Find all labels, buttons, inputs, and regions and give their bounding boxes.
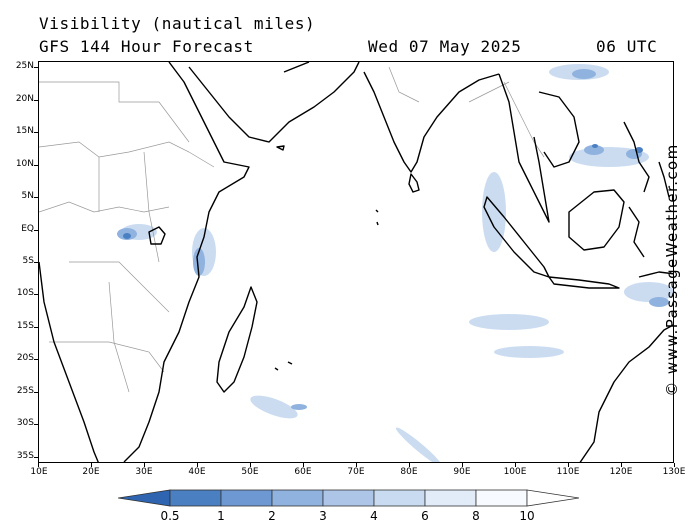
visibility-colorbar — [118, 489, 580, 507]
lon-label-30e: 30E — [135, 467, 153, 477]
lon-label-10e: 10E — [30, 467, 48, 477]
lon-tick — [197, 463, 198, 467]
lon-tick — [409, 463, 410, 467]
lat-label-10s: 10S — [16, 288, 34, 299]
lat-label-10n: 10N — [15, 158, 34, 169]
lat-label-eq: EQ — [21, 223, 34, 234]
colorbar-segment — [220, 489, 273, 507]
lon-label-100e: 100E — [503, 467, 527, 477]
lat-tick — [34, 294, 38, 296]
lon-tick — [303, 463, 304, 467]
lon-label-110e: 110E — [556, 467, 580, 477]
lon-tick — [515, 463, 516, 467]
lat-label-5s: 5S — [22, 256, 34, 266]
lat-tick — [34, 456, 38, 458]
colorbar-low-arrow — [118, 489, 171, 507]
colorbar-segment — [475, 489, 528, 507]
lat-label-25n: 25N — [15, 61, 34, 72]
lon-label-130e: 130E — [662, 467, 686, 477]
lat-tick — [34, 229, 38, 231]
country-borders — [39, 66, 545, 393]
lat-tick — [34, 164, 38, 166]
lon-label-80e: 80E — [400, 467, 418, 477]
lat-label-15s: 15S — [16, 320, 34, 331]
lon-label-60e: 60E — [294, 467, 312, 477]
lat-tick — [34, 132, 38, 134]
lat-tick — [34, 326, 38, 328]
colorbar-high-arrow — [526, 489, 580, 507]
colorbar-segment — [424, 489, 477, 507]
lat-tick — [34, 391, 38, 393]
lon-label-50e: 50E — [241, 467, 259, 477]
lat-tick — [34, 359, 38, 361]
colorbar-label: 0.5 — [160, 509, 180, 523]
lat-label-30s: 30S — [16, 418, 34, 429]
lon-label-90e: 90E — [453, 467, 471, 477]
lon-tick — [38, 463, 39, 467]
lon-tick — [91, 463, 92, 467]
coastlines — [39, 62, 673, 462]
map-canvas — [39, 62, 673, 462]
forecast-date: Wed 07 May 2025 — [368, 37, 522, 56]
lat-tick — [34, 197, 38, 199]
visibility-map — [38, 61, 674, 463]
lon-tick — [462, 463, 463, 467]
colorbar-label: 1 — [217, 509, 225, 523]
colorbar-segment — [271, 489, 324, 507]
lat-label-5n: 5N — [21, 191, 34, 202]
lat-tick — [34, 262, 38, 263]
lat-tick — [34, 99, 38, 101]
colorbar-label: 4 — [370, 509, 378, 523]
lon-tick — [144, 463, 145, 467]
credit-text: © www.PassageWeather.com — [663, 143, 681, 397]
map-title: Visibility (nautical miles) — [39, 14, 316, 33]
colorbar-label: 10 — [519, 509, 535, 523]
colorbar-label: 6 — [421, 509, 429, 523]
colorbar-label: 8 — [472, 509, 480, 523]
lat-tick — [34, 424, 38, 426]
lon-label-120e: 120E — [609, 467, 633, 477]
lon-tick — [674, 463, 675, 467]
colorbar-label: 3 — [319, 509, 327, 523]
colorbar-label: 2 — [268, 509, 276, 523]
colorbar-segment — [322, 489, 375, 507]
lat-label-25s: 25S — [16, 385, 34, 396]
lon-tick — [250, 463, 251, 467]
map-subtitle: GFS 144 Hour Forecast — [39, 37, 254, 56]
lat-label-15n: 15N — [15, 126, 34, 137]
lon-label-20e: 20E — [82, 467, 100, 477]
visibility-shading — [117, 64, 673, 462]
lon-label-70e: 70E — [347, 467, 365, 477]
lat-label-20s: 20S — [16, 353, 34, 364]
lat-label-35s: 35S — [16, 450, 34, 461]
colorbar-segment — [373, 489, 426, 507]
lon-tick — [568, 463, 569, 467]
colorbar-segment — [169, 489, 222, 507]
lon-tick — [356, 463, 357, 467]
lon-tick — [621, 463, 622, 467]
lon-label-40e: 40E — [188, 467, 206, 477]
forecast-time: 06 UTC — [596, 37, 658, 56]
lat-tick — [34, 67, 38, 69]
lat-label-20n: 20N — [15, 93, 34, 104]
